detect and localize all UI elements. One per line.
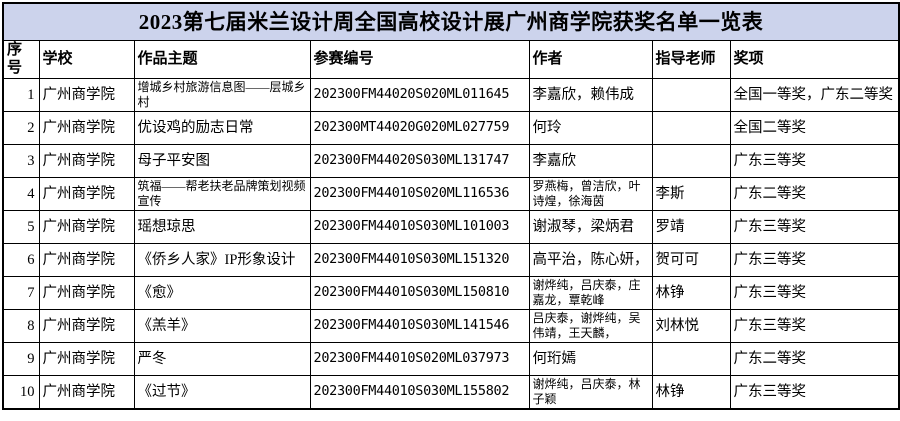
cell-theme: 瑶想琼思 — [133, 210, 311, 245]
table-row: 2 广州商学院 优设鸡的励志日常 202300MT44020G020ML027759 何… — [2, 111, 900, 146]
col-header-authors: 作者 — [528, 39, 653, 80]
cell-theme: 母子平安图 — [133, 144, 311, 179]
cell-entry: 202300MT44020G020ML027759 — [309, 111, 530, 146]
cell-school: 广州商学院 — [38, 177, 135, 212]
cell-school: 广州商学院 — [38, 144, 135, 179]
col-header-no: 序号 — [2, 39, 40, 80]
cell-no: 2 — [2, 111, 40, 146]
cell-award: 广东二等奖 — [729, 342, 900, 377]
cell-theme: 《侨乡人家》IP形象设计 — [133, 243, 311, 278]
cell-no: 7 — [2, 276, 40, 311]
cell-school: 广州商学院 — [38, 342, 135, 377]
cell-award: 广东三等奖 — [729, 210, 900, 245]
cell-theme: 《羔羊》 — [133, 309, 311, 344]
cell-no: 4 — [2, 177, 40, 212]
cell-award: 全国二等奖 — [729, 111, 900, 146]
cell-award: 广东三等奖 — [729, 243, 900, 278]
cell-entry: 202300FM44020S020ML011645 — [309, 78, 530, 113]
cell-advisor — [651, 78, 731, 113]
cell-advisor: 刘林悦 — [651, 309, 731, 344]
cell-award: 广东二等奖 — [729, 177, 900, 212]
cell-theme: 优设鸡的励志日常 — [133, 111, 311, 146]
cell-no: 6 — [2, 243, 40, 278]
cell-authors: 李嘉欣 — [528, 144, 653, 179]
cell-award: 全国一等奖，广东二等奖 — [729, 78, 900, 113]
cell-award: 广东三等奖 — [729, 276, 900, 311]
cell-authors: 高平治，陈心妍， — [528, 243, 653, 278]
cell-school: 广州商学院 — [38, 243, 135, 278]
cell-advisor — [651, 111, 731, 146]
table-row: 8 广州商学院 《羔羊》 202300FM44010S030ML141546 吕庆泰，谢… — [2, 309, 900, 344]
cell-no: 3 — [2, 144, 40, 179]
table-body: 1 广州商学院 增城乡村旅游信息图——层城乡村 202300FM44020S020ML… — [2, 78, 900, 410]
col-header-theme: 作品主题 — [133, 39, 311, 80]
cell-award: 广东三等奖 — [729, 375, 900, 410]
cell-advisor: 林铮 — [651, 375, 731, 410]
cell-no: 5 — [2, 210, 40, 245]
cell-entry: 202300FM44010S030ML155802 — [309, 375, 530, 410]
col-header-advisor: 指导老师 — [651, 39, 731, 80]
cell-authors: 何珩嫣 — [528, 342, 653, 377]
table-row: 3 广州商学院 母子平安图 202300FM44020S030ML131747 李嘉欣 广… — [2, 144, 900, 179]
cell-theme: 筑福——帮老扶老品牌策划视频宣传 — [133, 177, 311, 212]
cell-entry: 202300FM44010S030ML141546 — [309, 309, 530, 344]
cell-entry: 202300FM44010S020ML037973 — [309, 342, 530, 377]
cell-no: 8 — [2, 309, 40, 344]
cell-advisor: 罗靖 — [651, 210, 731, 245]
cell-theme: 严冬 — [133, 342, 311, 377]
table-row: 10 广州商学院 《过节》 202300FM44010S030ML155802 谢烨纯，… — [2, 375, 900, 410]
table-row: 9 广州商学院 严冬 202300FM44010S020ML037973 何珩嫣 广东二等… — [2, 342, 900, 377]
cell-entry: 202300FM44010S030ML150810 — [309, 276, 530, 311]
cell-school: 广州商学院 — [38, 78, 135, 113]
table-row: 6 广州商学院 《侨乡人家》IP形象设计 202300FM44010S030ML151… — [2, 243, 900, 278]
cell-authors: 谢烨纯，吕庆泰，庄嘉龙，覃乾峰 — [528, 276, 653, 311]
table-row: 7 广州商学院 《愈》 202300FM44010S030ML150810 谢烨纯，吕庆… — [2, 276, 900, 311]
cell-school: 广州商学院 — [38, 375, 135, 410]
cell-authors: 吕庆泰，谢烨纯，吴伟靖，王天麟， — [528, 309, 653, 344]
cell-advisor: 贺可可 — [651, 243, 731, 278]
table-row: 1 广州商学院 增城乡村旅游信息图——层城乡村 202300FM44020S020ML… — [2, 78, 900, 113]
table-row: 4 广州商学院 筑福——帮老扶老品牌策划视频宣传 202300FM44010S020M… — [2, 177, 900, 212]
cell-no: 9 — [2, 342, 40, 377]
col-header-school: 学校 — [38, 39, 135, 80]
title-row: 2023第七届米兰设计周全国高校设计展广州商学院获奖名单一览表 — [2, 2, 900, 41]
cell-school: 广州商学院 — [38, 309, 135, 344]
awards-table: 2023第七届米兰设计周全国高校设计展广州商学院获奖名单一览表 序号 学校 作品… — [2, 2, 900, 411]
col-header-entry: 参赛编号 — [309, 39, 530, 80]
cell-advisor — [651, 144, 731, 179]
cell-school: 广州商学院 — [38, 276, 135, 311]
cell-award: 广东三等奖 — [729, 144, 900, 179]
cell-no: 1 — [2, 78, 40, 113]
cell-authors: 谢烨纯，吕庆泰，林子颖 — [528, 375, 653, 410]
table-row: 5 广州商学院 瑶想琼思 202300FM44010S030ML101003 谢淑琴，梁… — [2, 210, 900, 245]
cell-school: 广州商学院 — [38, 111, 135, 146]
cell-advisor — [651, 342, 731, 377]
cell-theme: 《过节》 — [133, 375, 311, 410]
cell-authors: 罗燕梅，曾洁欣，叶诗煌，徐海茵 — [528, 177, 653, 212]
cell-authors: 李嘉欣，赖伟成 — [528, 78, 653, 113]
cell-award: 广东三等奖 — [729, 309, 900, 344]
col-header-award: 奖项 — [729, 39, 900, 80]
cell-entry: 202300FM44010S030ML101003 — [309, 210, 530, 245]
cell-entry: 202300FM44010S030ML151320 — [309, 243, 530, 278]
cell-authors: 何玲 — [528, 111, 653, 146]
cell-theme: 《愈》 — [133, 276, 311, 311]
cell-advisor: 李斯 — [651, 177, 731, 212]
page-title: 2023第七届米兰设计周全国高校设计展广州商学院获奖名单一览表 — [2, 2, 900, 41]
cell-entry: 202300FM44020S030ML131747 — [309, 144, 530, 179]
cell-school: 广州商学院 — [38, 210, 135, 245]
cell-entry: 202300FM44010S020ML116536 — [309, 177, 530, 212]
cell-no: 10 — [2, 375, 40, 410]
cell-theme: 增城乡村旅游信息图——层城乡村 — [133, 78, 311, 113]
header-row: 序号 学校 作品主题 参赛编号 作者 指导老师 奖项 — [2, 39, 900, 80]
cell-authors: 谢淑琴，梁炳君 — [528, 210, 653, 245]
cell-advisor: 林铮 — [651, 276, 731, 311]
